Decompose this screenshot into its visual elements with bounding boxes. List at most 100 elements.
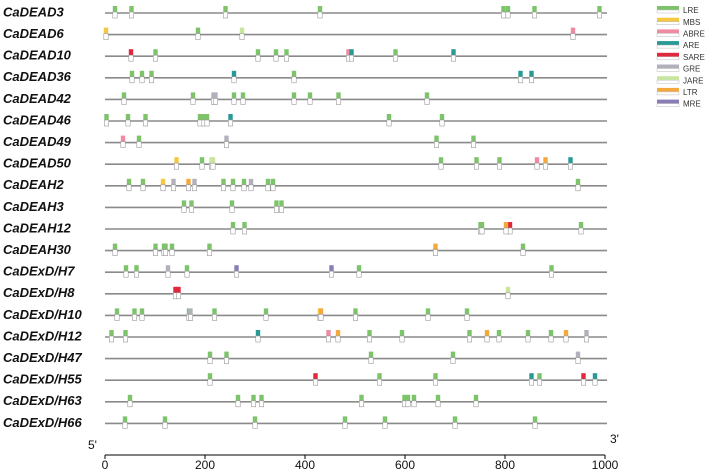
marker-bottom [382,422,388,429]
marker-bottom [162,422,168,429]
marker-bottom [129,11,135,19]
element-marker [425,308,431,321]
gene-label: CaDEAD3 [3,4,64,19]
marker-bottom [348,54,354,62]
marker-top [356,265,362,272]
marker-bottom [386,119,392,127]
marker-bottom [224,141,230,148]
element-marker [195,27,201,40]
marker-top [568,157,573,164]
marker-bottom [255,54,261,62]
marker-top [317,6,323,12]
marker-top [126,178,132,185]
marker-top [263,308,269,315]
marker-bottom [548,335,554,343]
marker-top [230,222,236,228]
marker-top [109,330,114,336]
marker-bottom [525,335,531,343]
marker-top [563,330,569,336]
marker-bottom [575,184,581,192]
marker-bottom [103,33,109,40]
marker-bottom [240,98,246,105]
element-marker [358,394,364,408]
marker-top [265,178,271,185]
marker-bottom [241,184,247,192]
element-marker [592,373,598,386]
element-marker [112,6,118,19]
element-marker [531,6,537,19]
marker-top [174,157,179,164]
marker-bottom [199,162,205,170]
marker-top [534,157,540,164]
element-marker [424,92,430,105]
marker-top [190,92,196,99]
marker-top [235,394,241,401]
five-prime-label: 5' [88,438,97,452]
marker-top [224,135,229,142]
marker-top [434,135,439,142]
marker-bottom [335,335,341,343]
marker-bottom [366,335,372,343]
element-marker [128,49,134,62]
marker-bottom [580,378,586,386]
element-marker [234,265,240,278]
marker-top [584,330,589,336]
marker-top [342,416,348,423]
marker-top [103,27,109,34]
marker-top [129,6,134,12]
marker-bottom [583,335,589,343]
legend-label: ARE [683,41,699,50]
marker-top [382,416,388,423]
element-marker [123,330,129,343]
gene-label: CaDExD/H10 [3,307,83,322]
element-marker [139,308,145,321]
marker-top [195,27,201,34]
legend-swatch-base [656,103,680,107]
marker-bottom [223,11,229,19]
marker-top [139,308,145,315]
element-marker [228,114,234,127]
marker-bottom [174,162,180,170]
gene-label: CaDEAD36 [3,69,72,84]
marker-top [435,394,441,401]
marker-top [335,330,341,336]
marker-top [537,373,542,380]
marker-bottom [230,227,236,235]
element-marker [239,27,245,40]
marker-bottom [317,11,323,19]
element-marker [149,70,155,84]
marker-top [239,27,245,34]
marker-bottom [528,76,534,84]
marker-top [192,178,197,185]
marker-top [307,92,313,99]
element-marker [192,178,198,192]
element-marker [580,373,586,386]
marker-top [393,49,398,56]
marker-top [114,308,120,315]
marker-bottom [424,98,430,105]
gene-label: CaDEAD42 [3,91,72,106]
marker-top [425,308,431,315]
element-marker [163,243,169,256]
marker-bottom [464,314,470,321]
marker-bottom [439,119,445,127]
marker-bottom [425,314,431,321]
legend-swatch [657,29,679,34]
marker-top [467,330,472,336]
marker-top [336,92,341,99]
element-marker [186,178,192,192]
marker-bottom [251,400,257,408]
marker-bottom [123,335,129,343]
marker-bottom [505,11,511,19]
legend-swatch-base [656,21,680,25]
marker-bottom [242,227,248,235]
marker-top [134,265,139,272]
marker-top [570,27,576,34]
marker-top [318,308,324,315]
element-marker [450,351,456,364]
element-marker [563,330,569,343]
marker-top [273,49,279,56]
gene-label: CaDEAH3 [3,199,64,214]
marker-top [204,114,210,120]
marker-top [284,49,289,56]
